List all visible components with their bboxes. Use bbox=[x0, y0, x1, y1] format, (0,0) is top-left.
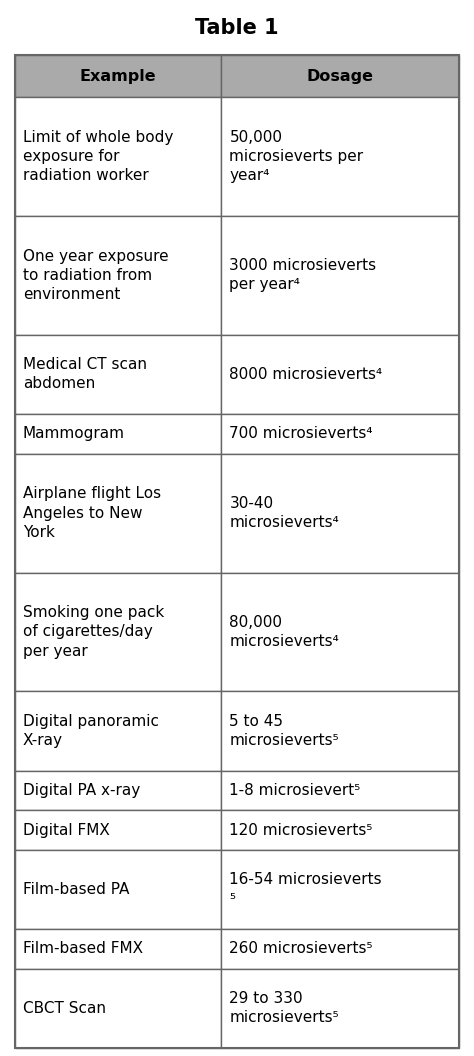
Text: Mammogram: Mammogram bbox=[23, 427, 125, 441]
Bar bbox=[221, 968, 459, 1048]
Bar bbox=[15, 215, 221, 335]
Bar bbox=[221, 771, 459, 810]
Bar bbox=[15, 968, 221, 1048]
Text: 1-8 microsievert⁵: 1-8 microsievert⁵ bbox=[229, 782, 361, 798]
Bar bbox=[15, 850, 221, 929]
Text: Airplane flight Los
Angeles to New
York: Airplane flight Los Angeles to New York bbox=[23, 487, 161, 540]
Text: 5 to 45
microsieverts⁵: 5 to 45 microsieverts⁵ bbox=[229, 714, 339, 748]
Text: Film-based PA: Film-based PA bbox=[23, 882, 129, 897]
Text: Example: Example bbox=[80, 69, 156, 83]
Bar bbox=[221, 692, 459, 771]
Text: Limit of whole body
exposure for
radiation worker: Limit of whole body exposure for radiati… bbox=[23, 130, 173, 183]
Text: 260 microsieverts⁵: 260 microsieverts⁵ bbox=[229, 942, 373, 957]
Bar bbox=[15, 929, 221, 968]
Text: CBCT Scan: CBCT Scan bbox=[23, 1001, 106, 1016]
Bar bbox=[15, 55, 221, 97]
Bar bbox=[221, 929, 459, 968]
Text: 50,000
microsieverts per
year⁴: 50,000 microsieverts per year⁴ bbox=[229, 130, 364, 183]
Text: One year exposure
to radiation from
environment: One year exposure to radiation from envi… bbox=[23, 248, 169, 302]
Bar bbox=[15, 414, 221, 454]
Bar bbox=[15, 771, 221, 810]
Text: 700 microsieverts⁴: 700 microsieverts⁴ bbox=[229, 427, 373, 441]
Text: 29 to 330
microsieverts⁵: 29 to 330 microsieverts⁵ bbox=[229, 992, 339, 1025]
Bar bbox=[15, 454, 221, 572]
Bar bbox=[221, 55, 459, 97]
Bar bbox=[221, 572, 459, 692]
Bar bbox=[221, 335, 459, 414]
Text: 30-40
microsieverts⁴: 30-40 microsieverts⁴ bbox=[229, 496, 339, 530]
Text: Smoking one pack
of cigarettes/day
per year: Smoking one pack of cigarettes/day per y… bbox=[23, 605, 164, 659]
Bar bbox=[15, 572, 221, 692]
Bar bbox=[221, 810, 459, 850]
Text: Film-based FMX: Film-based FMX bbox=[23, 942, 143, 957]
Text: Digital FMX: Digital FMX bbox=[23, 823, 110, 837]
Bar bbox=[221, 850, 459, 929]
Text: 8000 microsieverts⁴: 8000 microsieverts⁴ bbox=[229, 366, 383, 382]
Bar bbox=[221, 454, 459, 572]
Text: 80,000
microsieverts⁴: 80,000 microsieverts⁴ bbox=[229, 615, 339, 649]
Bar bbox=[15, 692, 221, 771]
Bar bbox=[15, 335, 221, 414]
Bar bbox=[221, 97, 459, 215]
Text: 3000 microsieverts
per year⁴: 3000 microsieverts per year⁴ bbox=[229, 259, 376, 293]
Text: Digital panoramic
X-ray: Digital panoramic X-ray bbox=[23, 714, 159, 748]
Text: Medical CT scan
abdomen: Medical CT scan abdomen bbox=[23, 357, 147, 392]
Bar bbox=[221, 215, 459, 335]
Text: Dosage: Dosage bbox=[307, 69, 374, 83]
Bar bbox=[15, 810, 221, 850]
Bar bbox=[221, 414, 459, 454]
Text: 16-54 microsieverts
⁵: 16-54 microsieverts ⁵ bbox=[229, 872, 382, 907]
Text: 120 microsieverts⁵: 120 microsieverts⁵ bbox=[229, 823, 373, 837]
Bar bbox=[15, 97, 221, 215]
Text: Digital PA x-ray: Digital PA x-ray bbox=[23, 782, 140, 798]
Text: Table 1: Table 1 bbox=[195, 18, 279, 38]
